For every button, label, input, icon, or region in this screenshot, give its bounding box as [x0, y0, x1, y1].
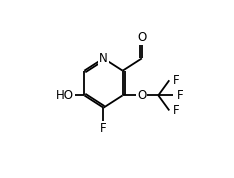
Text: F: F [100, 122, 107, 135]
Text: HO: HO [56, 89, 74, 102]
Text: O: O [137, 31, 146, 44]
Text: N: N [99, 52, 108, 65]
Text: F: F [173, 74, 179, 87]
Text: F: F [177, 89, 183, 102]
Text: F: F [173, 104, 179, 117]
Text: O: O [137, 89, 146, 102]
